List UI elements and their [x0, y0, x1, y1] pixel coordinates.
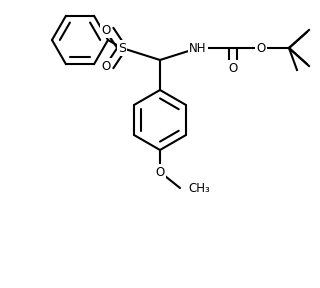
Text: S: S [118, 41, 126, 54]
Text: CH₃: CH₃ [188, 181, 210, 194]
Text: O: O [101, 60, 111, 73]
Text: NH: NH [189, 41, 207, 54]
Text: O: O [101, 24, 111, 37]
Text: O: O [156, 166, 164, 179]
Text: O: O [256, 41, 266, 54]
Text: O: O [228, 62, 238, 75]
